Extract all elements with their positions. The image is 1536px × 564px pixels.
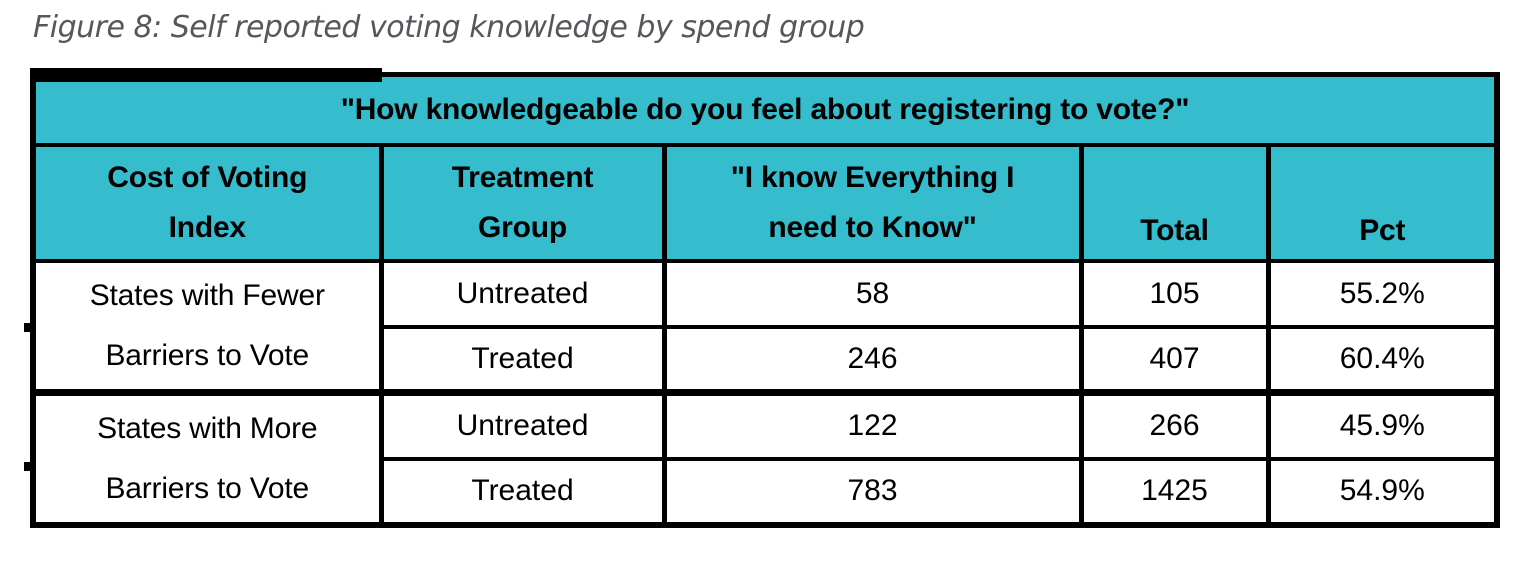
table-row-fewer-treated: Treated 246 407 60.4%	[33, 324, 1500, 395]
cell-pct: 54.9%	[1265, 456, 1500, 527]
cell-know-count: 246	[661, 324, 1084, 395]
cell-pct: 55.2%	[1265, 258, 1500, 329]
col-header-pct: Pct	[1265, 142, 1500, 263]
cell-know-count: 122	[661, 389, 1084, 461]
table-row-fewer-untreated: States with Fewer Barriers to Vote Untre…	[30, 258, 1500, 395]
table-banner-question: "How knowledgeable do you feel about reg…	[30, 72, 1500, 147]
voting-knowledge-table: "How knowledgeable do you feel about reg…	[30, 72, 1500, 528]
col-header-know-everything: "I know Everything I need to Know"	[661, 142, 1084, 263]
table-top-left-thick-border	[30, 68, 382, 82]
col-header-cost-of-voting-index: Cost of Voting Index	[30, 142, 384, 263]
cell-pct: 60.4%	[1265, 324, 1500, 395]
col-header-total: Total	[1078, 142, 1271, 263]
col-header-treatment-group: Treatment Group	[378, 142, 667, 263]
group-label-more-barriers: States with More Barriers to Vote	[30, 389, 384, 527]
cell-total: 266	[1078, 389, 1271, 461]
left-border-tick-2	[24, 462, 32, 471]
table-header-row: Cost of Voting Index Treatment Group "I …	[30, 142, 1500, 263]
cell-know-count: 783	[661, 456, 1084, 527]
cell-treatment: Untreated	[378, 389, 667, 461]
left-border-tick-1	[24, 323, 32, 332]
table-row-more-treated: Treated 783 1425 54.9%	[33, 456, 1500, 527]
cell-pct: 45.9%	[1265, 389, 1500, 461]
cell-total: 1425	[1078, 456, 1271, 527]
cell-total: 407	[1078, 324, 1271, 395]
figure-title: Figure 8: Self reported voting knowledge…	[33, 10, 865, 45]
table-row-more-untreated: States with More Barriers to Vote Untrea…	[30, 389, 1500, 527]
cell-treatment: Treated	[378, 456, 667, 527]
cell-treatment: Untreated	[378, 258, 667, 329]
table-container: "How knowledgeable do you feel about reg…	[24, 68, 1500, 528]
table-banner-row: "How knowledgeable do you feel about reg…	[30, 72, 1500, 147]
group-label-fewer-barriers: States with Fewer Barriers to Vote	[30, 258, 384, 395]
cell-total: 105	[1078, 258, 1271, 329]
cell-treatment: Treated	[378, 324, 667, 395]
cell-know-count: 58	[661, 258, 1084, 329]
